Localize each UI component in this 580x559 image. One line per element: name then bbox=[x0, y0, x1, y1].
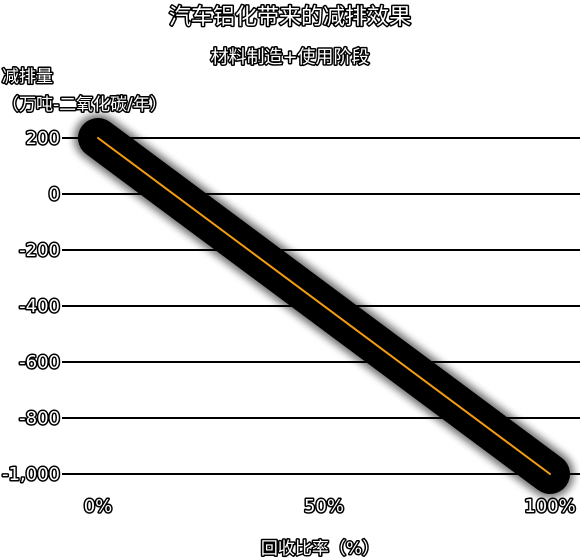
y-tick-label: -600 bbox=[19, 352, 60, 373]
chart-subtitle: 材料制造+使用阶段 bbox=[210, 47, 369, 68]
y-axis-label-line1: 减排量 bbox=[2, 67, 53, 87]
y-tick-label: 0 bbox=[49, 184, 60, 205]
y-tick-label: -400 bbox=[19, 296, 60, 317]
x-tick-labels: 0% 50% 100% bbox=[82, 495, 577, 519]
chart-title: 汽车铝化带来的减排效果 bbox=[169, 5, 411, 30]
y-tick-label: 200 bbox=[26, 128, 60, 149]
y-tick-label: -200 bbox=[19, 240, 60, 261]
y-axis-label-line2: （万吨-二氧化碳/年） bbox=[2, 95, 167, 115]
y-tick-labels: 200 0 -200 -400 -600 -800 -1,000 bbox=[0, 127, 61, 487]
y-tick-label: -800 bbox=[19, 408, 60, 429]
y-tick-label: -1,000 bbox=[2, 464, 60, 485]
x-tick-label: 50% bbox=[304, 496, 344, 517]
x-tick-label: 0% bbox=[84, 496, 113, 517]
series bbox=[74, 114, 574, 498]
x-axis-label: 回收比率（%） bbox=[261, 539, 379, 559]
x-tick-label: 100% bbox=[524, 496, 575, 517]
series-line bbox=[97, 137, 551, 475]
